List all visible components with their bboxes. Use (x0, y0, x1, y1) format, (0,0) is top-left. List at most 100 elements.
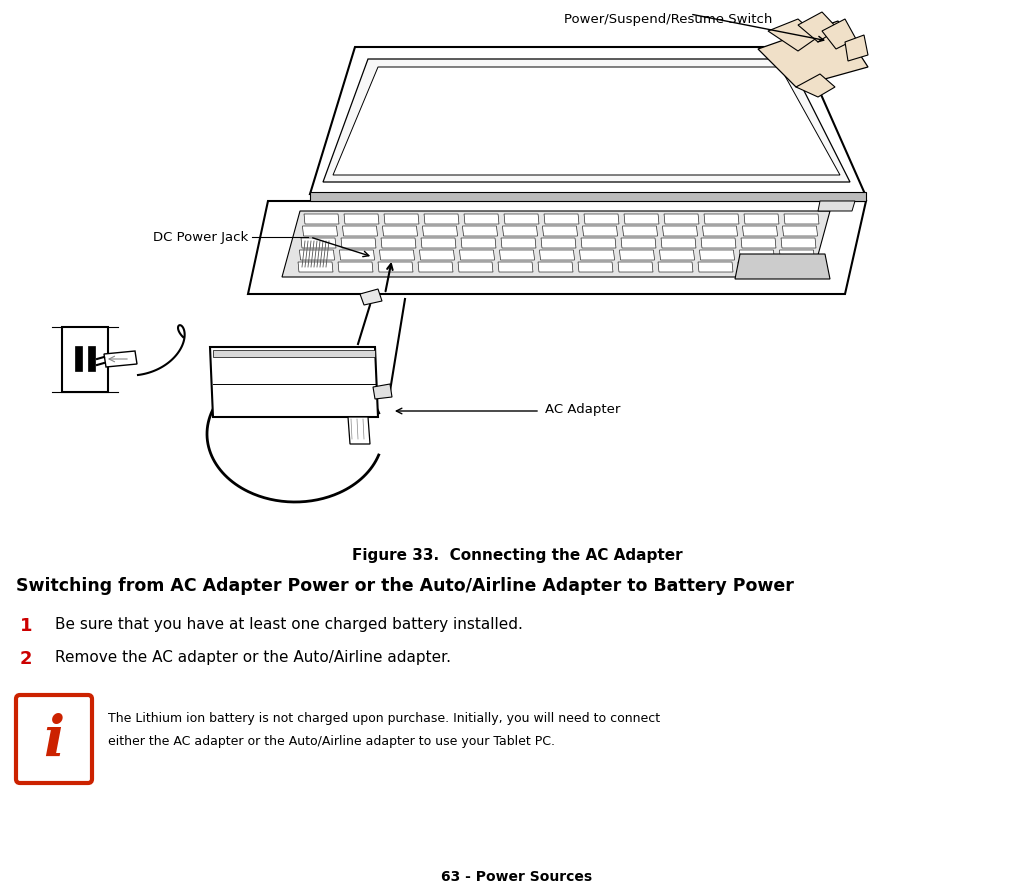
Polygon shape (360, 290, 382, 306)
Polygon shape (783, 227, 818, 237)
Text: 2: 2 (20, 649, 32, 667)
Polygon shape (622, 227, 658, 237)
Polygon shape (75, 346, 82, 371)
Polygon shape (384, 214, 419, 225)
Polygon shape (663, 227, 698, 237)
Polygon shape (624, 214, 659, 225)
Text: i: i (43, 711, 64, 766)
Polygon shape (845, 36, 868, 62)
Polygon shape (461, 238, 496, 249)
Polygon shape (735, 254, 830, 280)
Polygon shape (658, 263, 693, 273)
Polygon shape (738, 263, 773, 273)
Polygon shape (418, 263, 453, 273)
Polygon shape (458, 263, 493, 273)
Text: The Lithium ion battery is not charged upon purchase. Initially, you will need t: The Lithium ion battery is not charged u… (108, 711, 660, 724)
Polygon shape (758, 22, 868, 88)
Polygon shape (379, 251, 415, 260)
Polygon shape (298, 263, 333, 273)
Polygon shape (310, 48, 865, 195)
Polygon shape (344, 214, 379, 225)
Polygon shape (420, 251, 455, 260)
Polygon shape (464, 214, 499, 225)
Polygon shape (378, 263, 413, 273)
Polygon shape (538, 263, 573, 273)
Polygon shape (381, 238, 416, 249)
Text: either the AC adapter or the Auto/Airline adapter to use your Tablet PC.: either the AC adapter or the Auto/Airlin… (108, 734, 555, 747)
Polygon shape (104, 352, 136, 368)
Polygon shape (310, 193, 866, 202)
Polygon shape (544, 214, 579, 225)
Polygon shape (462, 227, 497, 237)
Polygon shape (579, 251, 614, 260)
Polygon shape (618, 263, 653, 273)
Text: DC Power Jack: DC Power Jack (153, 231, 248, 245)
Polygon shape (578, 263, 613, 273)
Polygon shape (768, 20, 818, 52)
FancyBboxPatch shape (16, 696, 92, 783)
Polygon shape (621, 238, 656, 249)
Polygon shape (423, 227, 457, 237)
Polygon shape (796, 75, 835, 97)
Polygon shape (619, 251, 655, 260)
Polygon shape (660, 251, 695, 260)
Text: Be sure that you have at least one charged battery installed.: Be sure that you have at least one charg… (55, 617, 523, 632)
Polygon shape (781, 238, 816, 249)
Polygon shape (304, 214, 339, 225)
Polygon shape (541, 238, 576, 249)
Polygon shape (303, 227, 337, 237)
Polygon shape (699, 251, 734, 260)
Polygon shape (784, 214, 819, 225)
Polygon shape (62, 328, 108, 392)
Polygon shape (582, 227, 617, 237)
Text: Remove the AC adapter or the Auto/Airline adapter.: Remove the AC adapter or the Auto/Airlin… (55, 649, 451, 664)
Polygon shape (348, 417, 370, 445)
Polygon shape (341, 238, 376, 249)
Polygon shape (742, 227, 778, 237)
Polygon shape (798, 13, 838, 43)
Polygon shape (701, 238, 736, 249)
Polygon shape (213, 351, 375, 358)
Polygon shape (698, 263, 733, 273)
Polygon shape (300, 251, 335, 260)
Polygon shape (818, 202, 855, 212)
Polygon shape (339, 251, 374, 260)
Polygon shape (421, 238, 456, 249)
Polygon shape (581, 238, 616, 249)
Polygon shape (282, 212, 830, 277)
Polygon shape (248, 202, 866, 295)
Polygon shape (499, 251, 535, 260)
Text: 1: 1 (20, 617, 32, 634)
Text: Figure 33.  Connecting the AC Adapter: Figure 33. Connecting the AC Adapter (352, 548, 682, 563)
Polygon shape (383, 227, 418, 237)
Polygon shape (373, 385, 392, 400)
Polygon shape (584, 214, 619, 225)
Polygon shape (333, 68, 840, 175)
Polygon shape (88, 346, 95, 371)
Polygon shape (702, 227, 737, 237)
Polygon shape (543, 227, 578, 237)
Text: Switching from AC Adapter Power or the Auto/Airline Adapter to Battery Power: Switching from AC Adapter Power or the A… (16, 577, 794, 595)
Polygon shape (664, 214, 699, 225)
Polygon shape (342, 227, 377, 237)
Text: AC Adapter: AC Adapter (545, 403, 620, 416)
Polygon shape (822, 20, 856, 50)
Text: 63 - Power Sources: 63 - Power Sources (442, 869, 592, 883)
Polygon shape (501, 238, 536, 249)
Text: Power/Suspend/Resume Switch: Power/Suspend/Resume Switch (564, 13, 772, 26)
Polygon shape (741, 238, 776, 249)
Polygon shape (744, 214, 779, 225)
Polygon shape (661, 238, 696, 249)
Polygon shape (704, 214, 739, 225)
Polygon shape (780, 251, 815, 260)
Polygon shape (540, 251, 575, 260)
Polygon shape (503, 227, 538, 237)
Polygon shape (424, 214, 459, 225)
Polygon shape (301, 238, 336, 249)
Polygon shape (338, 263, 373, 273)
Polygon shape (504, 214, 539, 225)
Polygon shape (498, 263, 533, 273)
Polygon shape (459, 251, 494, 260)
Polygon shape (739, 251, 774, 260)
Polygon shape (210, 347, 378, 417)
